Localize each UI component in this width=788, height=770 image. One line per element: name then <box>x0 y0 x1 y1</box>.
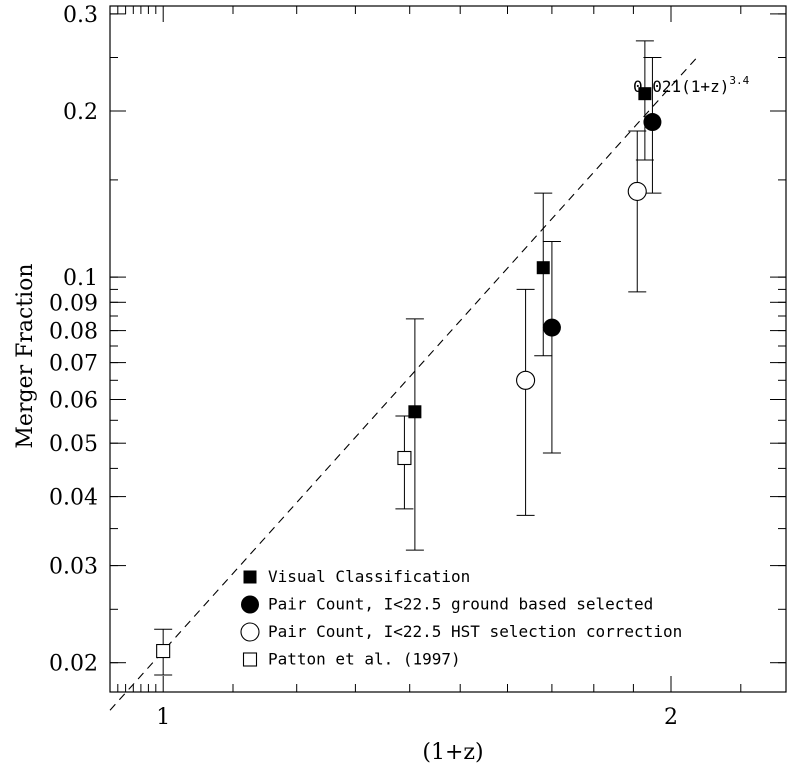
legend-marker <box>241 595 259 614</box>
fit-line-group <box>109 57 697 711</box>
data-point <box>156 643 171 659</box>
data-point <box>516 370 536 390</box>
y-tick-label: 0.3 <box>63 3 98 28</box>
data-point <box>536 261 550 275</box>
y-axis-title: Merger Fraction <box>13 263 38 448</box>
axis-ticks <box>109 6 786 692</box>
x-axis-title: (1+z) <box>422 740 483 765</box>
data-point <box>408 405 422 419</box>
data-point <box>643 113 662 132</box>
legend-marker <box>243 570 257 584</box>
data-point <box>638 87 652 101</box>
data-point <box>542 318 561 337</box>
y-tick-label: 0.09 <box>49 291 98 316</box>
plot-frame <box>109 5 787 693</box>
legend: Visual Classification Pair Count, I<22.5 … <box>240 567 682 669</box>
fit-label-exponent: 3.4 <box>729 74 749 87</box>
axis-tick-labels: 1 2 0.02 0.03 0.04 0.05 0.06 0.07 0.08 0.090.1 0.2… <box>49 3 678 730</box>
fit-label: 0.021(1+z)3.4 <box>633 74 750 96</box>
fit-line <box>109 57 697 711</box>
legend-label: Pair Count, I<22.5 ground based selected <box>268 595 653 614</box>
legend-marker <box>240 622 260 642</box>
x-tick-label: 2 <box>664 705 678 730</box>
fit-label-base: 0.021(1+z) <box>633 77 729 96</box>
legend-label: Visual Classification <box>268 567 470 586</box>
legend-marker <box>242 652 258 667</box>
y-tick-label: 0.03 <box>49 555 98 580</box>
y-tick-label: 0.1 <box>63 266 98 291</box>
data-markers <box>156 87 662 659</box>
y-tick-label: 0.08 <box>49 320 98 345</box>
y-tick-label: 0.02 <box>49 652 98 677</box>
legend-label: Pair Count, I<22.5 HST selection correct… <box>268 622 682 641</box>
legend-label: Patton et al. (1997) <box>268 650 461 669</box>
x-tick-label: 1 <box>156 705 170 730</box>
y-tick-label: 0.07 <box>49 352 98 377</box>
y-tick-label: 0.05 <box>49 432 98 457</box>
y-tick-label: 0.2 <box>63 100 98 125</box>
y-tick-label: 0.04 <box>49 486 98 511</box>
data-point <box>627 181 647 201</box>
y-tick-label: 0.06 <box>49 389 98 414</box>
data-point <box>397 450 412 466</box>
